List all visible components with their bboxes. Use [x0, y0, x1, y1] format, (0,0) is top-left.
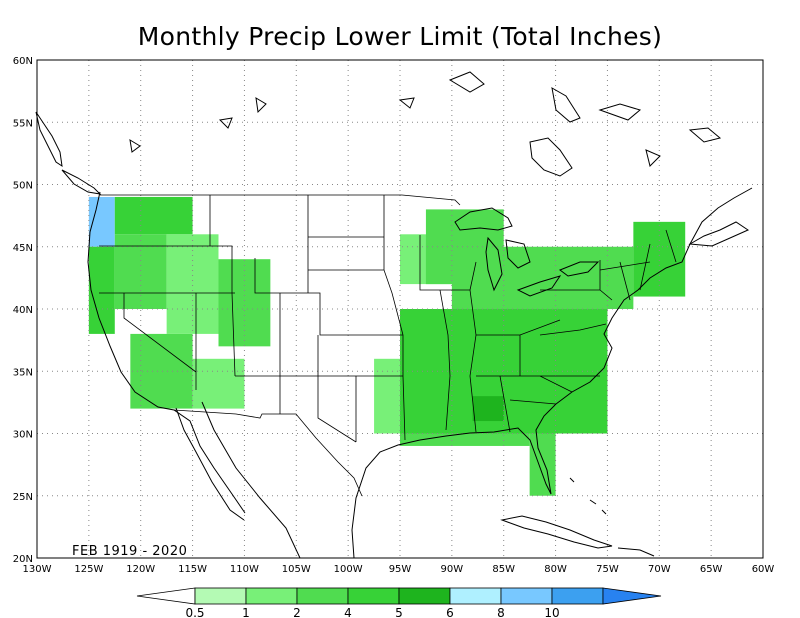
coastlines: [35, 71, 753, 559]
lat-tick-label: 40N: [13, 305, 33, 316]
map-title: Monthly Precip Lower Limit (Total Inches…: [137, 22, 663, 51]
alaska-panhandle: [35, 111, 63, 168]
lon-tick-label: 115W: [178, 564, 207, 575]
precip-cell: [400, 433, 530, 446]
colorbar: 0.5 1 2 4 5 6 8 10: [136, 587, 662, 618]
lon-tick-label: 105W: [282, 564, 311, 575]
lat-tick-label: 20N: [13, 554, 33, 565]
lat-tick-label: 60N: [13, 56, 33, 67]
colorbar-level-label: 6: [446, 606, 454, 618]
colorbar-swatch: [398, 587, 451, 605]
colorbar-level-label: 1: [242, 606, 250, 618]
canada-islands: [129, 97, 722, 167]
precip-cell: [529, 433, 556, 496]
precip-cell: [166, 234, 219, 334]
colorbar-level-label: 5: [395, 606, 403, 618]
colorbar-swatch: [449, 587, 502, 605]
lon-tick-label: 80W: [544, 564, 567, 575]
colorbar-high-extension: [602, 587, 662, 605]
lat-tick-label: 30N: [13, 430, 33, 441]
precip-cell: [114, 196, 193, 235]
precip-data-layer: [88, 196, 686, 496]
longitude-axis: 130W 125W 120W 115W 110W 105W 100W 95W 90W 85W 80W…: [23, 564, 775, 575]
lon-tick-label: 90W: [441, 564, 464, 575]
lon-tick-label: 65W: [700, 564, 723, 575]
vancouver-island: [61, 169, 102, 195]
map-frame: [36, 59, 764, 559]
caribbean-islands: [569, 477, 655, 557]
lat-tick-label: 25N: [13, 492, 33, 503]
colorbar-swatch: [551, 587, 604, 605]
colorbar-level-label: 2: [293, 606, 301, 618]
lon-tick-label: 120W: [126, 564, 155, 575]
colorbar-swatch: [347, 587, 400, 605]
hudson-bay: [448, 71, 581, 177]
west-coastline: [87, 191, 246, 514]
colorbar-low-extension: [136, 587, 196, 605]
precip-cell: [88, 246, 115, 334]
lat-tick-label: 50N: [13, 181, 33, 192]
lon-tick-label: 125W: [74, 564, 103, 575]
cuba: [500, 515, 613, 549]
precip-cell: [130, 333, 193, 409]
precip-cell: [451, 246, 634, 309]
maritimes: [688, 221, 750, 247]
colorbar-level-label: 8: [497, 606, 505, 618]
lat-tick-label: 55N: [13, 118, 33, 129]
colorbar-level-label: 0.5: [185, 606, 204, 618]
state-lines: [99, 195, 677, 443]
gulf-coastline: [351, 403, 557, 559]
colorbar-level-label: 10: [544, 606, 559, 618]
period-label: FEB 1919 - 2020: [72, 544, 187, 559]
lon-tick-label: 100W: [334, 564, 363, 575]
us-mexico-border: [173, 409, 363, 497]
lon-tick-label: 70W: [648, 564, 671, 575]
precip-cell: [472, 396, 504, 422]
great-lakes: [454, 207, 600, 297]
atlantic-coastline: [555, 187, 753, 405]
lon-tick-label: 130W: [23, 564, 52, 575]
lon-tick-label: 110W: [230, 564, 259, 575]
precip-cell: [633, 221, 686, 297]
lon-tick-label: 85W: [492, 564, 515, 575]
colorbar-swatch: [245, 587, 298, 605]
lat-tick-label: 35N: [13, 367, 33, 378]
colorbar-swatch: [500, 587, 553, 605]
colorbar-swatch: [194, 587, 247, 605]
graticule: [37, 60, 763, 558]
precip-cell: [192, 358, 245, 409]
precip-cell: [218, 259, 271, 347]
latitude-axis: 20N 25N 30N 35N 40N 45N 50N 55N 60N: [13, 56, 33, 565]
lon-tick-label: 95W: [389, 564, 412, 575]
baja-coastline: [175, 401, 301, 559]
lon-tick-label: 75W: [596, 564, 619, 575]
political-boundaries: [99, 194, 677, 497]
lon-tick-label: 60W: [752, 564, 775, 575]
colorbar-swatch: [296, 587, 349, 605]
precip-cell: [374, 358, 400, 434]
colorbar-level-label: 4: [344, 606, 352, 618]
us-canada-border: [100, 194, 461, 206]
lat-tick-label: 45N: [13, 243, 33, 254]
